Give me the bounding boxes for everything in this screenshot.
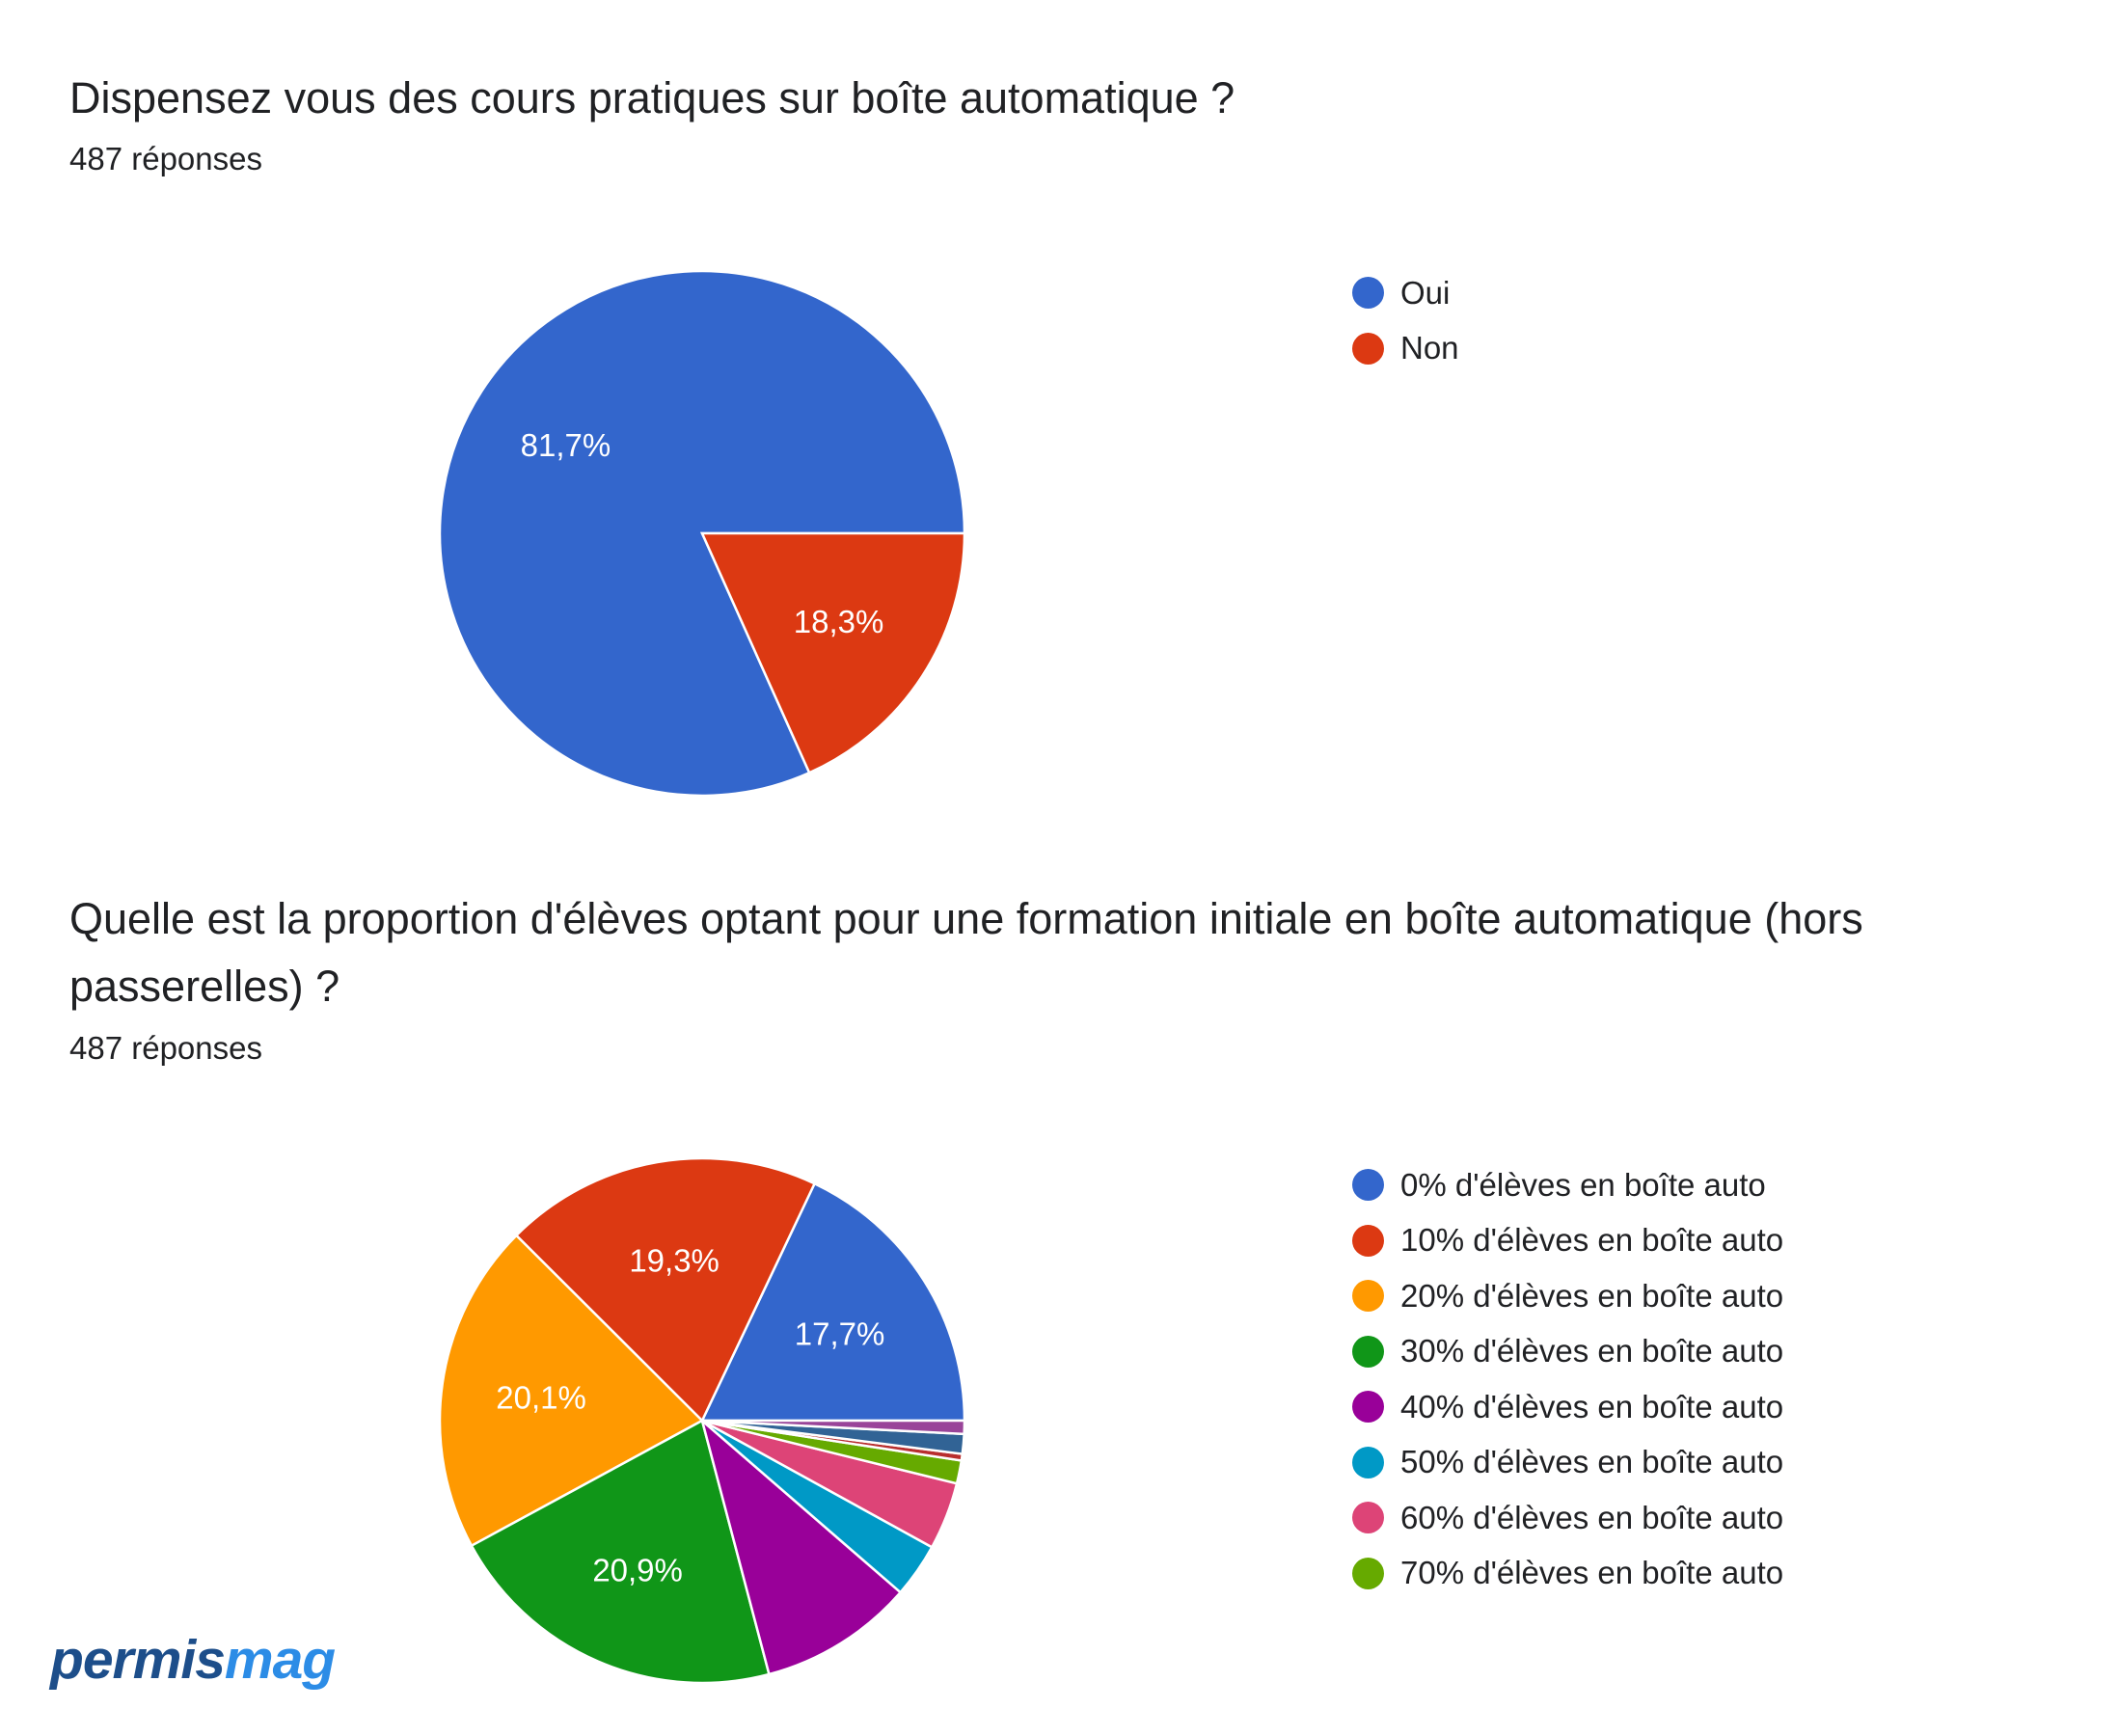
question-2-response-count: 487 réponses xyxy=(69,1030,262,1066)
legend-label: 50% d'élèves en boîte auto xyxy=(1400,1444,1784,1480)
logo-part-mag: mag xyxy=(224,1629,336,1691)
question-2-section: Quelle est la proportion d'élèves optant… xyxy=(0,868,2118,1736)
question-2-legend: 0% d'élèves en boîte auto 10% d'élèves en… xyxy=(1352,1157,1783,1601)
pie-slice xyxy=(438,1234,705,1548)
legend-item[interactable]: 50% d'élèves en boîte auto xyxy=(1352,1435,1783,1491)
slice-data-label: 20,9% xyxy=(592,1552,683,1587)
slice-data-label: 19,3% xyxy=(629,1242,720,1278)
question-1-response-count: 487 réponses xyxy=(69,141,262,176)
slice-data-label: 18,3% xyxy=(794,604,884,639)
logo-part-permis: permis xyxy=(50,1629,226,1691)
legend-label: Non xyxy=(1400,330,1459,366)
legend-swatch xyxy=(1352,1335,1384,1368)
pie-slice xyxy=(701,1419,966,1436)
legend-swatch xyxy=(1352,1280,1384,1313)
legend-swatch xyxy=(1352,1446,1384,1478)
legend-label: 40% d'élèves en boîte auto xyxy=(1400,1388,1784,1424)
legend-label: Oui xyxy=(1400,274,1451,311)
pie-slice xyxy=(700,531,966,774)
legend-swatch xyxy=(1352,1502,1384,1534)
question-2-pie-chart: 17,7% 19,3% 20,1% 20,9% xyxy=(438,1156,966,1685)
legend-label: 70% d'élèves en boîte auto xyxy=(1400,1555,1784,1591)
legend-item[interactable]: 70% d'élèves en boîte auto xyxy=(1352,1546,1783,1602)
legend-label: 60% d'élèves en boîte auto xyxy=(1400,1499,1784,1535)
legend-item[interactable]: 10% d'élèves en boîte auto xyxy=(1352,1213,1783,1269)
legend-item[interactable]: Non xyxy=(1352,321,1459,377)
question-2-title: Quelle est la proportion d'élèves optant… xyxy=(69,894,1863,1011)
question-1-section: Dispensez vous des cours pratiques sur b… xyxy=(69,73,1459,798)
slice-data-label: 17,7% xyxy=(795,1316,885,1351)
slice-data-label: 20,1% xyxy=(496,1379,586,1415)
pie-slice xyxy=(514,1156,817,1424)
legend-swatch xyxy=(1352,1557,1384,1589)
permismag-logo: permismag xyxy=(50,1628,336,1692)
question-1-pie-chart: 81,7% 18,3% xyxy=(438,269,966,798)
legend-label: 30% d'élèves en boîte auto xyxy=(1400,1333,1784,1370)
legend-item[interactable]: 30% d'élèves en boîte auto xyxy=(1352,1324,1783,1380)
legend-item[interactable]: Oui xyxy=(1352,265,1459,321)
legend-swatch xyxy=(1352,332,1384,365)
legend-swatch xyxy=(1352,1391,1384,1424)
legend-item[interactable]: 60% d'élèves en boîte auto xyxy=(1352,1490,1783,1546)
legend-label: 0% d'élèves en boîte auto xyxy=(1400,1166,1766,1203)
legend-item[interactable]: 20% d'élèves en boîte auto xyxy=(1352,1268,1783,1324)
legend-label: 10% d'élèves en boîte auto xyxy=(1400,1222,1784,1259)
slice-data-label: 81,7% xyxy=(521,427,611,463)
pie-slice xyxy=(470,1419,771,1685)
legend-item[interactable]: 0% d'élèves en boîte auto xyxy=(1352,1157,1783,1213)
legend-item[interactable]: 40% d'élèves en boîte auto xyxy=(1352,1379,1783,1435)
question-1-legend: Oui Non xyxy=(1352,265,1459,376)
legend-swatch xyxy=(1352,1169,1384,1202)
legend-swatch xyxy=(1352,1224,1384,1257)
question-1-title: Dispensez vous des cours pratiques sur b… xyxy=(69,73,1236,122)
pie-slice xyxy=(700,1181,966,1423)
legend-swatch xyxy=(1352,277,1384,310)
legend-label: 20% d'élèves en boîte auto xyxy=(1400,1277,1784,1314)
pie-slice xyxy=(699,1417,903,1676)
